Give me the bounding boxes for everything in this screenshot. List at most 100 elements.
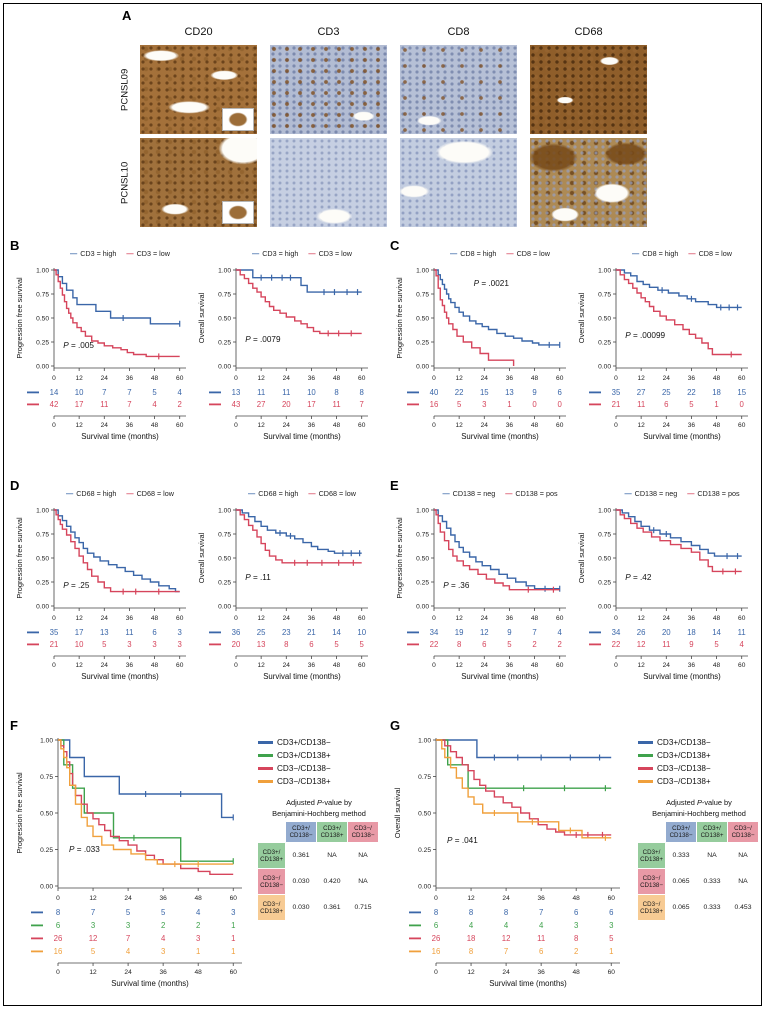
ptable-value: 0.715: [348, 895, 378, 921]
km-legend: — CD3 = high — CD3 = low: [252, 249, 353, 258]
legend-swatch-green: [638, 754, 653, 757]
ptable-value: 0.065: [666, 895, 696, 921]
risk-count: 4: [196, 908, 201, 917]
risk-count: 26: [54, 934, 63, 943]
svg-text:60: 60: [358, 662, 366, 669]
panel-a-letter: A: [122, 8, 132, 23]
legend-label: CD3−/CD138+: [277, 777, 331, 786]
p-value: P = .041: [447, 836, 478, 845]
risk-count: 4: [126, 947, 131, 956]
km-curve-red: [434, 509, 560, 591]
svg-text:24: 24: [101, 615, 109, 622]
svg-text:1.00: 1.00: [598, 507, 611, 514]
risk-count: 10: [75, 388, 84, 397]
risk-count: 18: [467, 934, 476, 943]
svg-text:24: 24: [481, 615, 489, 622]
svg-text:24: 24: [124, 895, 132, 902]
risk-count: 12: [480, 628, 489, 637]
risk-count: 22: [430, 640, 439, 649]
svg-text:0.00: 0.00: [36, 363, 49, 370]
risk-count: 23: [282, 628, 291, 637]
legend-item: CD3−/CD138+: [638, 775, 760, 788]
p-value: P = .033: [69, 845, 100, 854]
svg-text:0: 0: [432, 375, 436, 382]
svg-text:24: 24: [663, 615, 671, 622]
risk-count: 27: [257, 400, 266, 409]
km-chart-b-os: — CD3 = high — CD3 = low Overall survival 0.0…: [196, 246, 377, 449]
risk-count: 22: [455, 388, 464, 397]
ihc-image-pcnsl09-cd68: [530, 45, 647, 134]
risk-count: 35: [50, 628, 59, 637]
svg-text:60: 60: [556, 422, 564, 429]
svg-text:24: 24: [481, 662, 489, 669]
risk-count: 4: [152, 400, 157, 409]
risk-count: 2: [178, 400, 182, 409]
col-header-cd20: CD20: [184, 26, 213, 38]
km-plot-svg: — CD138 = neg — CD138 = pos Progression free…: [395, 489, 566, 681]
svg-text:24: 24: [101, 662, 109, 669]
risk-count: 7: [360, 400, 364, 409]
svg-text:24: 24: [101, 422, 109, 429]
km-curve-red: [54, 509, 180, 593]
svg-text:0: 0: [434, 969, 438, 976]
risk-count: 5: [334, 640, 339, 649]
svg-text:0.50: 0.50: [218, 555, 231, 562]
svg-text:48: 48: [713, 375, 721, 382]
ptable-value: 0.361: [317, 895, 347, 921]
svg-text:0: 0: [614, 375, 618, 382]
panel-g-annotations: CD3+/CD138− CD3+/CD138+ CD3−/CD138− CD3−…: [638, 736, 760, 921]
svg-text:24: 24: [481, 375, 489, 382]
svg-text:60: 60: [608, 895, 616, 902]
svg-text:12: 12: [455, 615, 463, 622]
risk-count: 4: [469, 921, 474, 930]
svg-text:24: 24: [124, 969, 132, 976]
km-curve-green: [436, 739, 612, 789]
risk-count: 0: [558, 400, 563, 409]
ptable-value: 0.030: [286, 869, 316, 895]
risk-count: 22: [687, 388, 696, 397]
risk-count: 1: [231, 934, 235, 943]
risk-count: 3: [574, 921, 578, 930]
risk-count: 15: [480, 388, 489, 397]
ihc-image-pcnsl10-cd20: [140, 138, 257, 227]
ptable-value: 0.333: [697, 869, 727, 895]
risk-count: 19: [455, 628, 464, 637]
km-curve-blue: [236, 269, 362, 293]
svg-text:0.25: 0.25: [598, 339, 611, 346]
risk-count: 7: [127, 400, 131, 409]
svg-text:0: 0: [614, 662, 618, 669]
svg-text:0: 0: [432, 422, 436, 429]
km-curve-red: [616, 509, 742, 573]
svg-text:1.00: 1.00: [36, 507, 49, 514]
risk-count: 7: [127, 388, 131, 397]
svg-text:48: 48: [151, 375, 159, 382]
ptable-row-header: CD3−/CD138−: [258, 869, 285, 895]
x-axis-label: Survival time (months): [111, 979, 189, 988]
svg-text:60: 60: [738, 662, 746, 669]
svg-text:0.25: 0.25: [416, 339, 429, 346]
risk-count: 6: [56, 921, 60, 930]
svg-text:48: 48: [573, 895, 581, 902]
km-chart-f-pfs: Progression free survival 0.00 0.25 0.50 0.7…: [14, 726, 254, 997]
legend-item: CD3−/CD138+: [258, 775, 380, 788]
risk-count: 3: [196, 934, 200, 943]
km-plot-svg: — CD8 = high — CD8 = low Overall survival 0.0…: [577, 249, 748, 441]
km-chart-e-os: — CD138 = neg — CD138 = pos Overall survival…: [576, 486, 757, 689]
legend-swatch-blue: [638, 741, 653, 744]
plot-axes: [235, 508, 368, 609]
ptable-value: 0.420: [317, 869, 347, 895]
risk-count: 2: [558, 640, 562, 649]
svg-text:48: 48: [333, 422, 341, 429]
svg-text:36: 36: [688, 662, 696, 669]
plot-axes: [235, 268, 368, 369]
risk-count: 3: [178, 640, 182, 649]
legend-swatch-green: [258, 754, 273, 757]
risk-count: 13: [100, 628, 109, 637]
ptable-row-header: CD3−/CD138−: [638, 869, 665, 895]
panel-d-letter: D: [10, 478, 20, 493]
ptable-title: Adjusted P-value by Benjamini-Hochberg me…: [272, 798, 366, 819]
x-axis-label: Survival time (months): [263, 672, 341, 681]
svg-text:1.00: 1.00: [416, 507, 429, 514]
